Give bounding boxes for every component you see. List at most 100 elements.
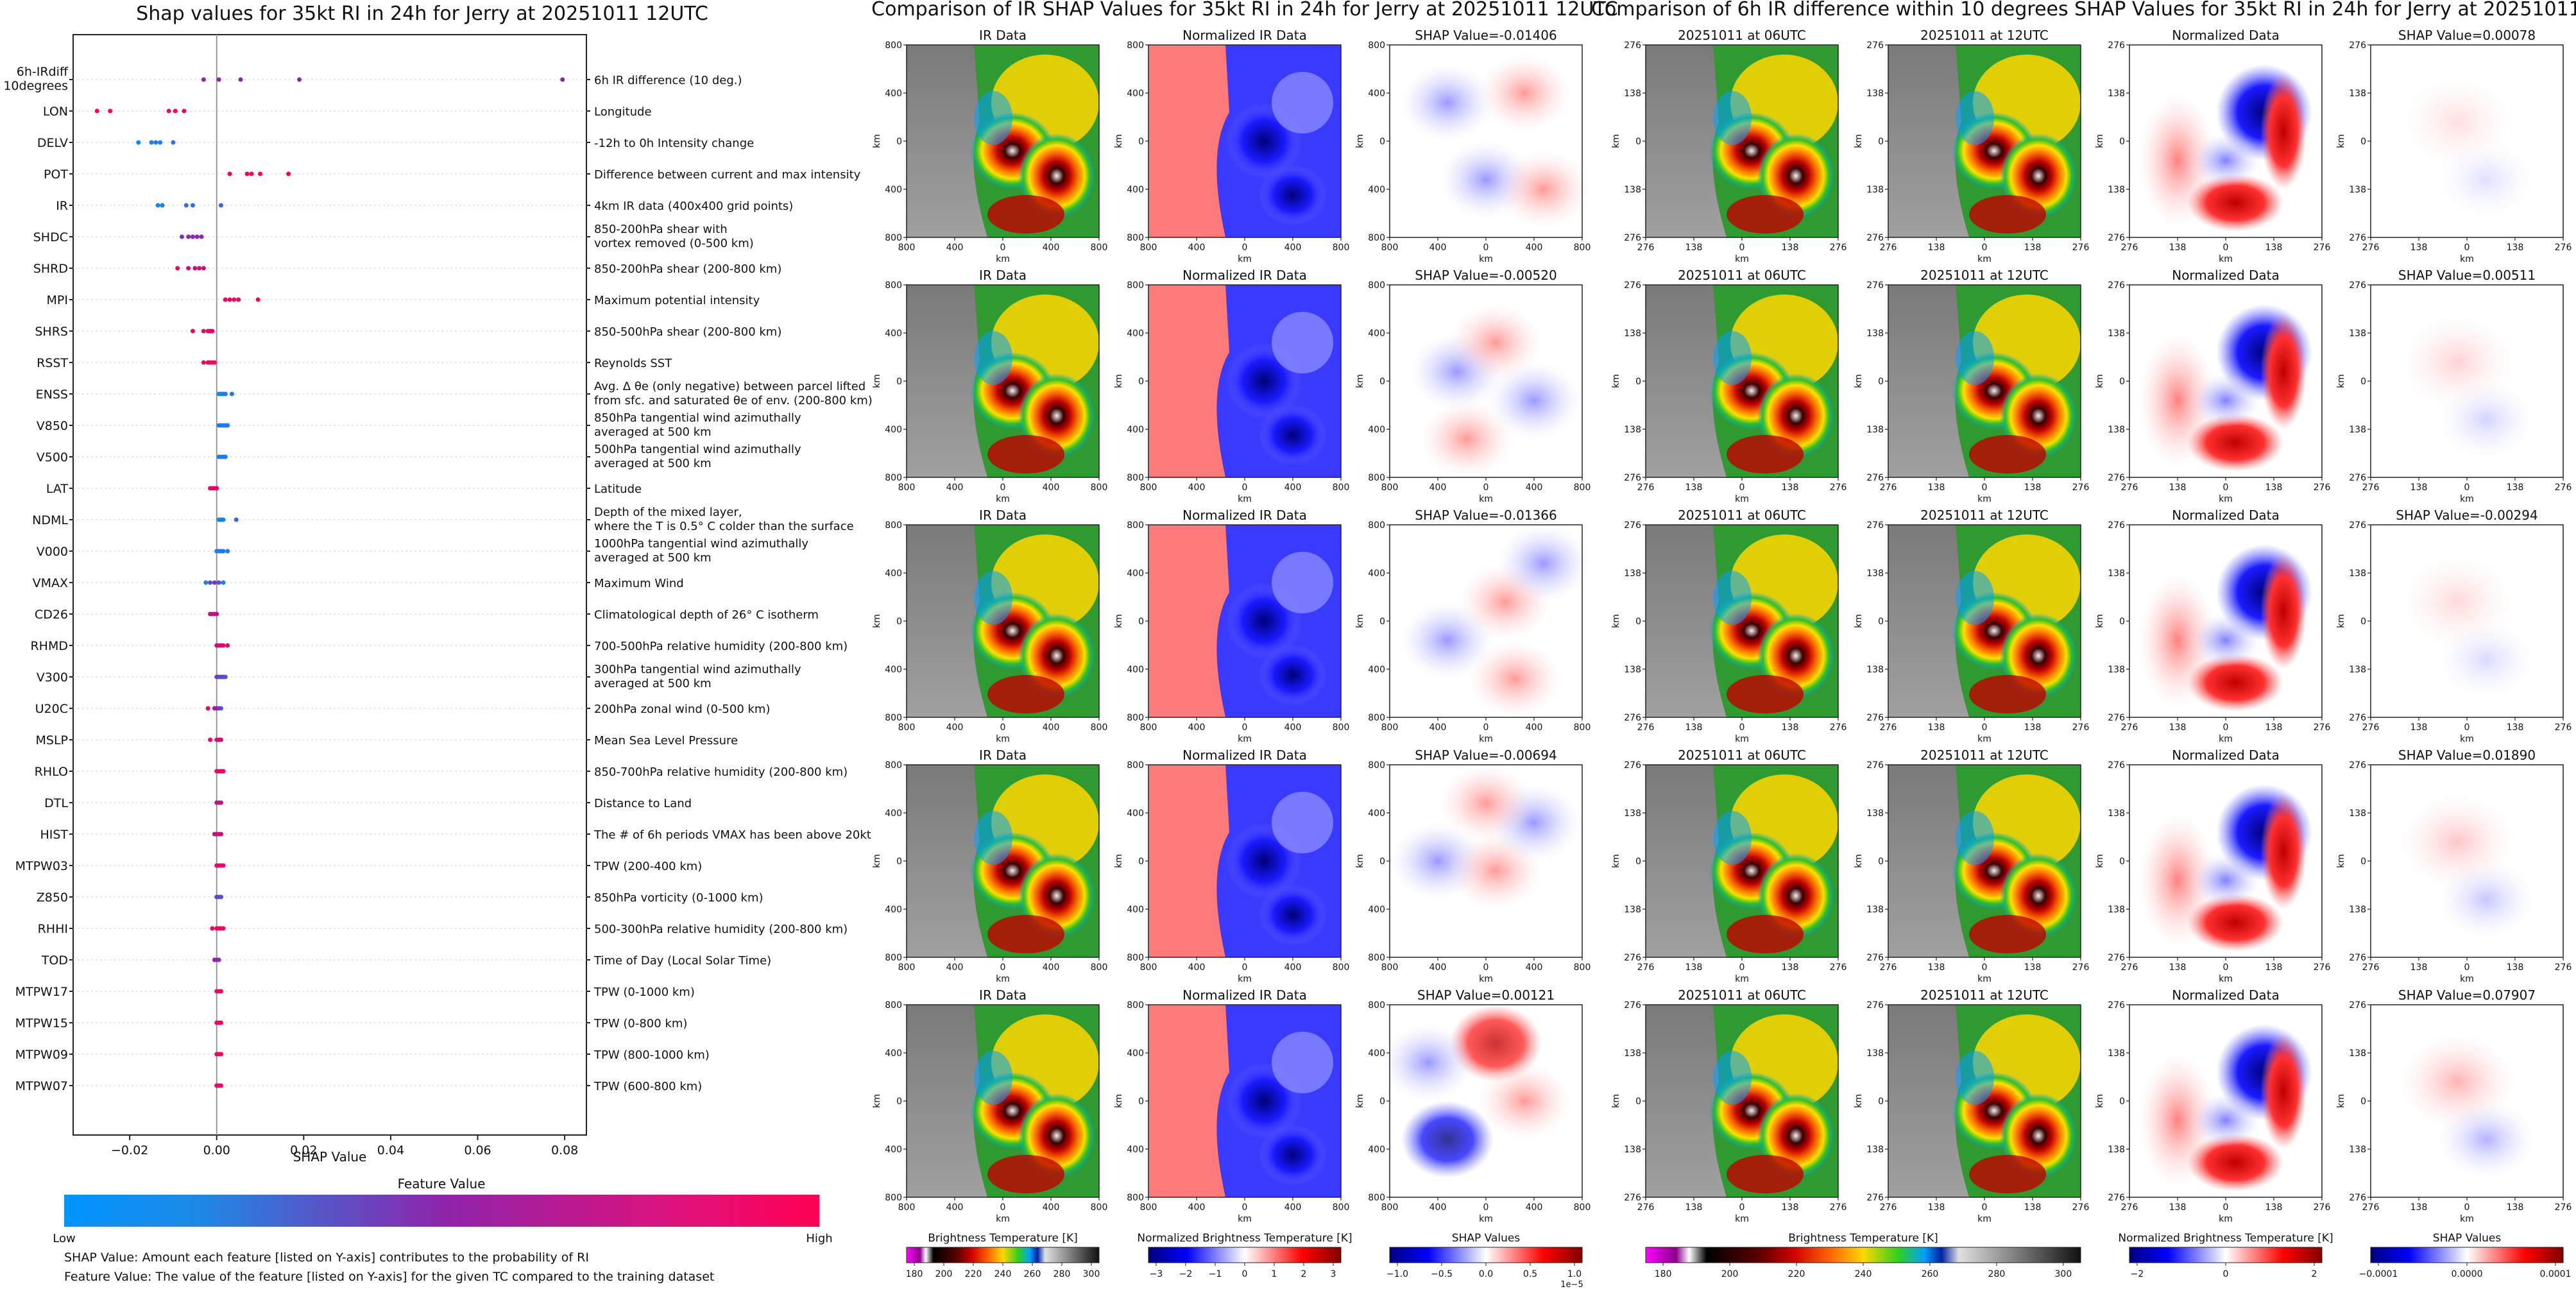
shap-point xyxy=(94,108,99,114)
y-axis-label: km xyxy=(1355,614,1365,628)
x-tick-label: 400 xyxy=(1043,722,1060,733)
feature-name: MTPW03 xyxy=(15,859,68,873)
shap-point xyxy=(205,706,210,711)
x-tick-label: 800 xyxy=(898,482,916,493)
shap-point xyxy=(190,329,195,334)
feature-description-line: averaged at 500 km xyxy=(594,551,712,565)
x-tick-label: 138 xyxy=(2024,1202,2042,1213)
y-tick-label: 800 xyxy=(1368,280,1385,291)
shap-point xyxy=(227,297,232,302)
x-tick-label: 800 xyxy=(1574,243,1591,253)
shap-point xyxy=(219,800,224,805)
y-tick-label: 138 xyxy=(1624,1145,1641,1155)
feature-row: NDML Depth of the mixed layer, where the T… xyxy=(32,506,854,533)
x-tick-label: 800 xyxy=(1333,1202,1350,1213)
x-tick-label: 0 xyxy=(1000,482,1006,493)
feature-name: LAT xyxy=(46,482,69,496)
y-axis-label: km xyxy=(2095,374,2105,388)
diffshap-blob xyxy=(2438,141,2534,218)
shap-point xyxy=(183,203,189,208)
feature-name: RSST xyxy=(37,356,68,370)
colorbar: Brightness Temperature [K] 180 200 220 240 26… xyxy=(906,1232,1100,1279)
subplot-title: 20251011 at 06UTC xyxy=(1678,747,1806,763)
feature-name-line: 6h-IRdiff xyxy=(17,65,69,79)
x-tick-label: 0 xyxy=(2223,722,2229,733)
diffnorm-red-south xyxy=(2187,654,2283,712)
norm-core-south xyxy=(1258,404,1327,466)
ir-cloud-blue xyxy=(974,1051,1012,1105)
feature-description: TPW (200-400 km) xyxy=(593,860,702,873)
colorbar-tick-label: 0.5 xyxy=(1523,1269,1537,1279)
y-tick-label: 400 xyxy=(1368,568,1385,579)
y-tick-label: 276 xyxy=(1866,520,1884,531)
colorbar-tick-label: 0.0000 xyxy=(2452,1269,2483,1279)
y-tick-label: 138 xyxy=(1866,568,1884,579)
x-tick-label: 138 xyxy=(2024,243,2042,253)
diffshap-blob xyxy=(2438,861,2534,938)
y-tick-label: 276 xyxy=(1624,280,1641,291)
feature-description-line: Depth of the mixed layer, xyxy=(594,506,742,519)
feature-row: RHMD 700-500hPa relative humidity (200-80… xyxy=(30,639,848,653)
feature-name: IR xyxy=(56,199,68,213)
x-tick-label: 276 xyxy=(1830,962,1847,973)
y-tick-label: 138 xyxy=(2108,89,2125,99)
y-tick-label: 800 xyxy=(885,233,902,243)
x-tick-label: 400 xyxy=(946,962,964,973)
feature-name: HIST xyxy=(40,828,68,842)
x-tick-label: 138 xyxy=(1928,482,1945,493)
y-axis-label: km xyxy=(2336,374,2346,388)
y-tick-label: 800 xyxy=(1127,233,1144,243)
subplot-title: IR Data xyxy=(979,747,1027,763)
feature-description-line: vortex removed (0-500 km) xyxy=(594,237,754,250)
x-tick-label: 400 xyxy=(1188,243,1206,253)
y-tick-label: 800 xyxy=(1368,713,1385,723)
feature-row: POT Difference between current and max in… xyxy=(44,167,861,182)
subplot-title: 20251011 at 12UTC xyxy=(1920,28,2049,43)
y-tick-label: 0 xyxy=(1379,377,1385,387)
x-tick-label: 276 xyxy=(1637,722,1655,733)
y-tick-label: 138 xyxy=(1624,1048,1641,1059)
y-tick-label: 400 xyxy=(1368,185,1385,195)
y-tick-label: 276 xyxy=(2108,233,2125,243)
y-tick-label: 276 xyxy=(2349,953,2366,963)
x-tick-label: 400 xyxy=(1188,1202,1206,1213)
feature-name-line: IR xyxy=(56,199,68,213)
y-tick-label: 800 xyxy=(885,953,902,963)
subplot-title: SHAP Value=0.00511 xyxy=(2398,268,2536,283)
x-axis-label: km xyxy=(1977,494,1992,504)
feature-name: VMAX xyxy=(33,576,68,590)
y-tick-label: 400 xyxy=(885,185,902,195)
y-tick-label: 276 xyxy=(1624,520,1641,531)
x-tick-label: 800 xyxy=(898,722,916,733)
x-axis-label: km xyxy=(996,974,1010,984)
feature-row: SHRD 850-200hPa shear (200-800 km) xyxy=(33,262,782,276)
feature-description-line: Reynolds SST xyxy=(594,357,672,370)
y-tick-label: 0 xyxy=(1878,617,1884,627)
y-axis-label: km xyxy=(2095,614,2105,628)
y-tick-label: 800 xyxy=(1368,760,1385,771)
y-tick-label: 276 xyxy=(1866,1000,1884,1011)
feature-row: IR 4km IR data (400x400 grid points) xyxy=(56,199,793,213)
y-tick-label: 138 xyxy=(1624,329,1641,339)
subplot-title: Normalized Data xyxy=(2172,508,2280,523)
ir-cloud-red xyxy=(987,1155,1064,1193)
shap-point xyxy=(221,517,226,522)
y-axis-label: km xyxy=(1611,614,1621,628)
feature-description-line: 850-200hPa shear (200-800 km) xyxy=(594,262,781,276)
x-tick-label: 276 xyxy=(2121,243,2138,253)
y-tick-label: 138 xyxy=(2349,1145,2366,1155)
ir-cloud-blue xyxy=(1713,91,1752,145)
shap-point xyxy=(214,611,219,617)
y-tick-label: 0 xyxy=(2119,137,2125,147)
x-tick-label: 400 xyxy=(1526,243,1543,253)
y-tick-label: 800 xyxy=(1127,40,1144,51)
x-tick-label: 400 xyxy=(1043,962,1060,973)
x-tick-label: 138 xyxy=(2024,482,2042,493)
feature-row: DELV -12h to 0h Intensity change xyxy=(37,136,754,150)
x-tick-label: 800 xyxy=(1091,722,1108,733)
subplot-title: IR Data xyxy=(979,508,1027,523)
